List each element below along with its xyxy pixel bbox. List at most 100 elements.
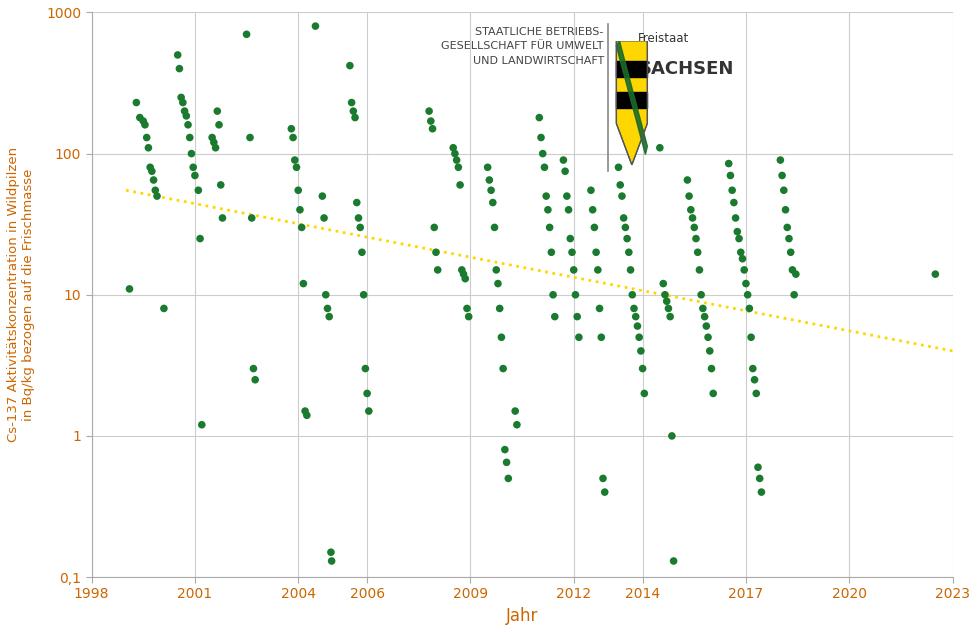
Point: [622, 265, 638, 275]
Point: [613, 180, 628, 190]
Point: [738, 279, 753, 289]
Point: [482, 175, 497, 185]
Point: [786, 289, 802, 300]
Point: [209, 106, 225, 116]
Point: [705, 389, 721, 399]
Point: [421, 106, 437, 116]
Point: [192, 234, 208, 244]
Point: [690, 247, 705, 257]
Point: [143, 162, 158, 173]
Point: [731, 234, 746, 244]
Point: [206, 137, 222, 147]
Point: [452, 180, 468, 190]
Point: [697, 312, 712, 322]
Point: [287, 155, 303, 165]
Point: [595, 473, 611, 483]
Point: [633, 346, 649, 356]
Point: [353, 222, 368, 233]
Point: [457, 274, 473, 284]
Point: [428, 247, 444, 257]
Point: [545, 289, 561, 300]
Point: [783, 247, 798, 257]
Point: [507, 406, 523, 416]
Point: [194, 420, 210, 430]
Point: [132, 112, 148, 123]
Point: [487, 222, 502, 233]
Point: [557, 166, 573, 176]
Point: [656, 279, 671, 289]
Point: [703, 363, 719, 374]
Point: [788, 269, 804, 279]
Point: [484, 185, 499, 195]
Point: [208, 143, 224, 153]
Point: [351, 213, 366, 223]
Point: [564, 247, 579, 257]
Point: [491, 303, 507, 313]
Point: [547, 312, 563, 322]
Point: [559, 191, 574, 201]
Point: [785, 265, 800, 275]
Point: [186, 162, 201, 173]
Point: [750, 462, 766, 472]
Point: [621, 247, 637, 257]
Point: [563, 234, 578, 244]
Point: [215, 213, 231, 223]
Point: [616, 213, 631, 223]
Point: [450, 162, 466, 173]
Point: [447, 149, 463, 159]
Point: [188, 171, 203, 181]
Point: [146, 175, 161, 185]
Point: [204, 133, 220, 143]
Point: [177, 106, 192, 116]
Point: [664, 431, 680, 441]
Point: [490, 279, 506, 289]
Point: [321, 312, 337, 322]
Point: [695, 303, 710, 313]
Point: [733, 247, 748, 257]
Point: [318, 289, 333, 300]
Point: [782, 234, 797, 244]
Point: [323, 547, 339, 557]
Point: [592, 303, 608, 313]
Point: [495, 363, 511, 374]
Point: [694, 289, 709, 300]
Point: [543, 247, 559, 257]
Point: [485, 198, 500, 208]
Point: [590, 265, 606, 275]
Point: [628, 312, 644, 322]
Point: [538, 191, 554, 201]
Point: [687, 222, 702, 233]
Point: [723, 171, 739, 181]
Point: [535, 149, 551, 159]
Point: [454, 265, 470, 275]
Point: [480, 162, 495, 173]
Point: [737, 265, 752, 275]
Point: [136, 116, 151, 126]
Point: [344, 97, 360, 107]
Point: [745, 363, 761, 374]
Point: [658, 296, 674, 307]
Point: [283, 124, 299, 134]
Point: [122, 284, 138, 294]
Point: [780, 222, 795, 233]
Point: [182, 133, 197, 143]
Point: [347, 112, 362, 123]
Point: [141, 143, 156, 153]
Point: [497, 444, 513, 454]
Point: [137, 119, 152, 130]
Point: [593, 332, 609, 343]
Point: [211, 119, 227, 130]
Point: [542, 222, 558, 233]
Point: [323, 556, 339, 566]
Point: [692, 265, 707, 275]
Point: [586, 222, 602, 233]
Point: [358, 363, 373, 374]
Point: [446, 143, 461, 153]
Point: [448, 155, 464, 165]
Point: [753, 487, 769, 497]
Point: [461, 312, 477, 322]
Point: [156, 303, 172, 313]
Text: SACHSEN: SACHSEN: [638, 61, 734, 78]
Point: [701, 332, 716, 343]
Point: [570, 312, 585, 322]
